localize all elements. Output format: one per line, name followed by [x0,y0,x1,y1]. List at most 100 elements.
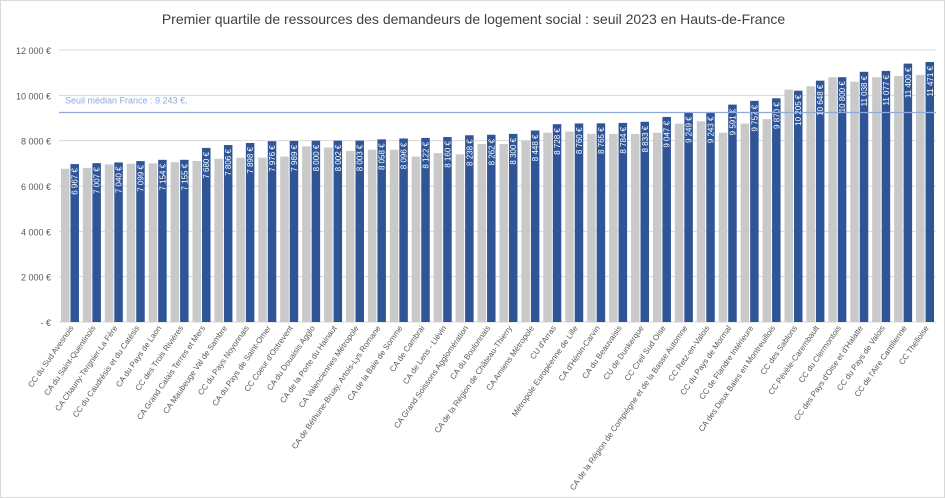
data-label: 8 000 € [312,144,321,171]
bar-grey [192,161,202,322]
bar-grey [850,81,859,322]
bar-blue [421,137,430,322]
bar-grey [718,132,728,322]
bar-grey [389,149,399,322]
bar-blue [487,134,496,322]
bar-blue [618,122,628,323]
bar-blue [706,112,715,322]
bar-blue [859,71,869,323]
bar-blue [640,121,650,322]
bar-blue [684,112,693,322]
bar-grey [784,89,793,323]
bar-grey [345,150,355,322]
data-label: 7 989 € [290,144,299,171]
bar-grey [455,154,465,322]
data-label: 7 040 € [115,166,124,193]
bar-grey [543,132,552,322]
data-label: 8 160 € [443,141,452,168]
bar-blue [245,142,255,322]
bar-blue [355,140,364,322]
bar-blue [136,161,145,322]
bar-grey [631,133,640,322]
data-label: 7 898 € [246,146,255,173]
chart-title: Premier quartile de ressources des deman… [161,11,786,27]
bar-blue [311,140,321,322]
bar-grey [258,157,267,322]
data-label: 7 099 € [136,165,145,192]
data-label: 7 976 € [268,145,277,172]
data-label: 11 400 € [904,67,913,98]
bar-grey [521,140,530,322]
y-tick-label: 4 000 € [21,227,51,237]
bar-grey [236,157,245,322]
reference-label: Seuil médian France : 9 243 €, [65,95,188,105]
bar-grey [324,147,333,322]
data-label: 8 003 € [356,144,365,171]
bar-blue [267,141,277,322]
data-label: 7 680 € [202,151,211,178]
data-label: 9 243 € [707,116,716,143]
bar-grey [148,163,158,322]
bar-blue [465,135,474,322]
data-label: 10 800 € [838,81,847,113]
bar-grey [806,86,815,323]
bar-blue [903,63,913,322]
bar-blue [158,159,167,322]
data-label: 9 757 € [750,104,759,131]
data-label: 8 122 € [422,141,431,168]
bar-grey [280,156,289,322]
bar-grey [696,121,706,323]
bar-blue [772,98,781,322]
bar-grey [609,133,618,322]
y-tick-label: 8 000 € [21,137,51,147]
data-label: 7 155 € [180,163,189,190]
bar-grey [433,153,443,322]
y-tick-label: 6 000 € [21,182,51,192]
data-label: 8 765 € [597,127,606,154]
data-label: 8 448 € [531,134,540,161]
bar-blue [508,133,518,322]
bar-blue [530,130,540,322]
data-label: 11 471 € [926,65,935,96]
bar-grey [872,77,881,322]
bar-grey [104,164,114,322]
y-tick-label: - € [40,318,51,328]
data-label: 8 058 € [378,143,387,170]
data-label: 9 249 € [685,116,694,143]
data-label: 7 806 € [224,149,233,176]
bar-blue [202,147,211,322]
bar-blue [574,123,584,322]
bar-grey [82,167,92,322]
bar-blue [596,123,606,323]
bar-grey [411,156,421,322]
bar-grey [740,123,750,323]
data-label: 8 262 € [487,138,496,165]
bar-grey [652,132,662,322]
data-label: 10 648 € [816,84,825,116]
bar-blue [552,124,562,322]
data-label: 8 784 € [619,126,628,153]
bar-blue [925,61,935,323]
bar-grey [170,162,180,322]
data-label: 11 077 € [882,74,891,105]
y-tick-label: 2 000 € [21,273,51,283]
bar-blue [333,140,343,322]
bar-blue [223,145,233,322]
bar-blue [180,159,189,322]
data-label: 8 833 € [641,125,650,152]
bar-grey [499,144,508,322]
bar-blue [289,140,299,322]
data-label: 8 096 € [400,142,409,169]
bar-blue [662,116,671,323]
bar-grey [587,133,596,322]
bar-grey [214,158,223,322]
data-label: 8 728 € [553,128,562,155]
data-label: 10 205 € [794,94,803,126]
y-tick-label: 10 000 € [16,91,51,101]
bar-grey [565,131,574,322]
bar-grey [674,123,684,323]
bar-blue [815,80,825,323]
x-tick-label: CA du Beauvaisis [580,324,623,381]
